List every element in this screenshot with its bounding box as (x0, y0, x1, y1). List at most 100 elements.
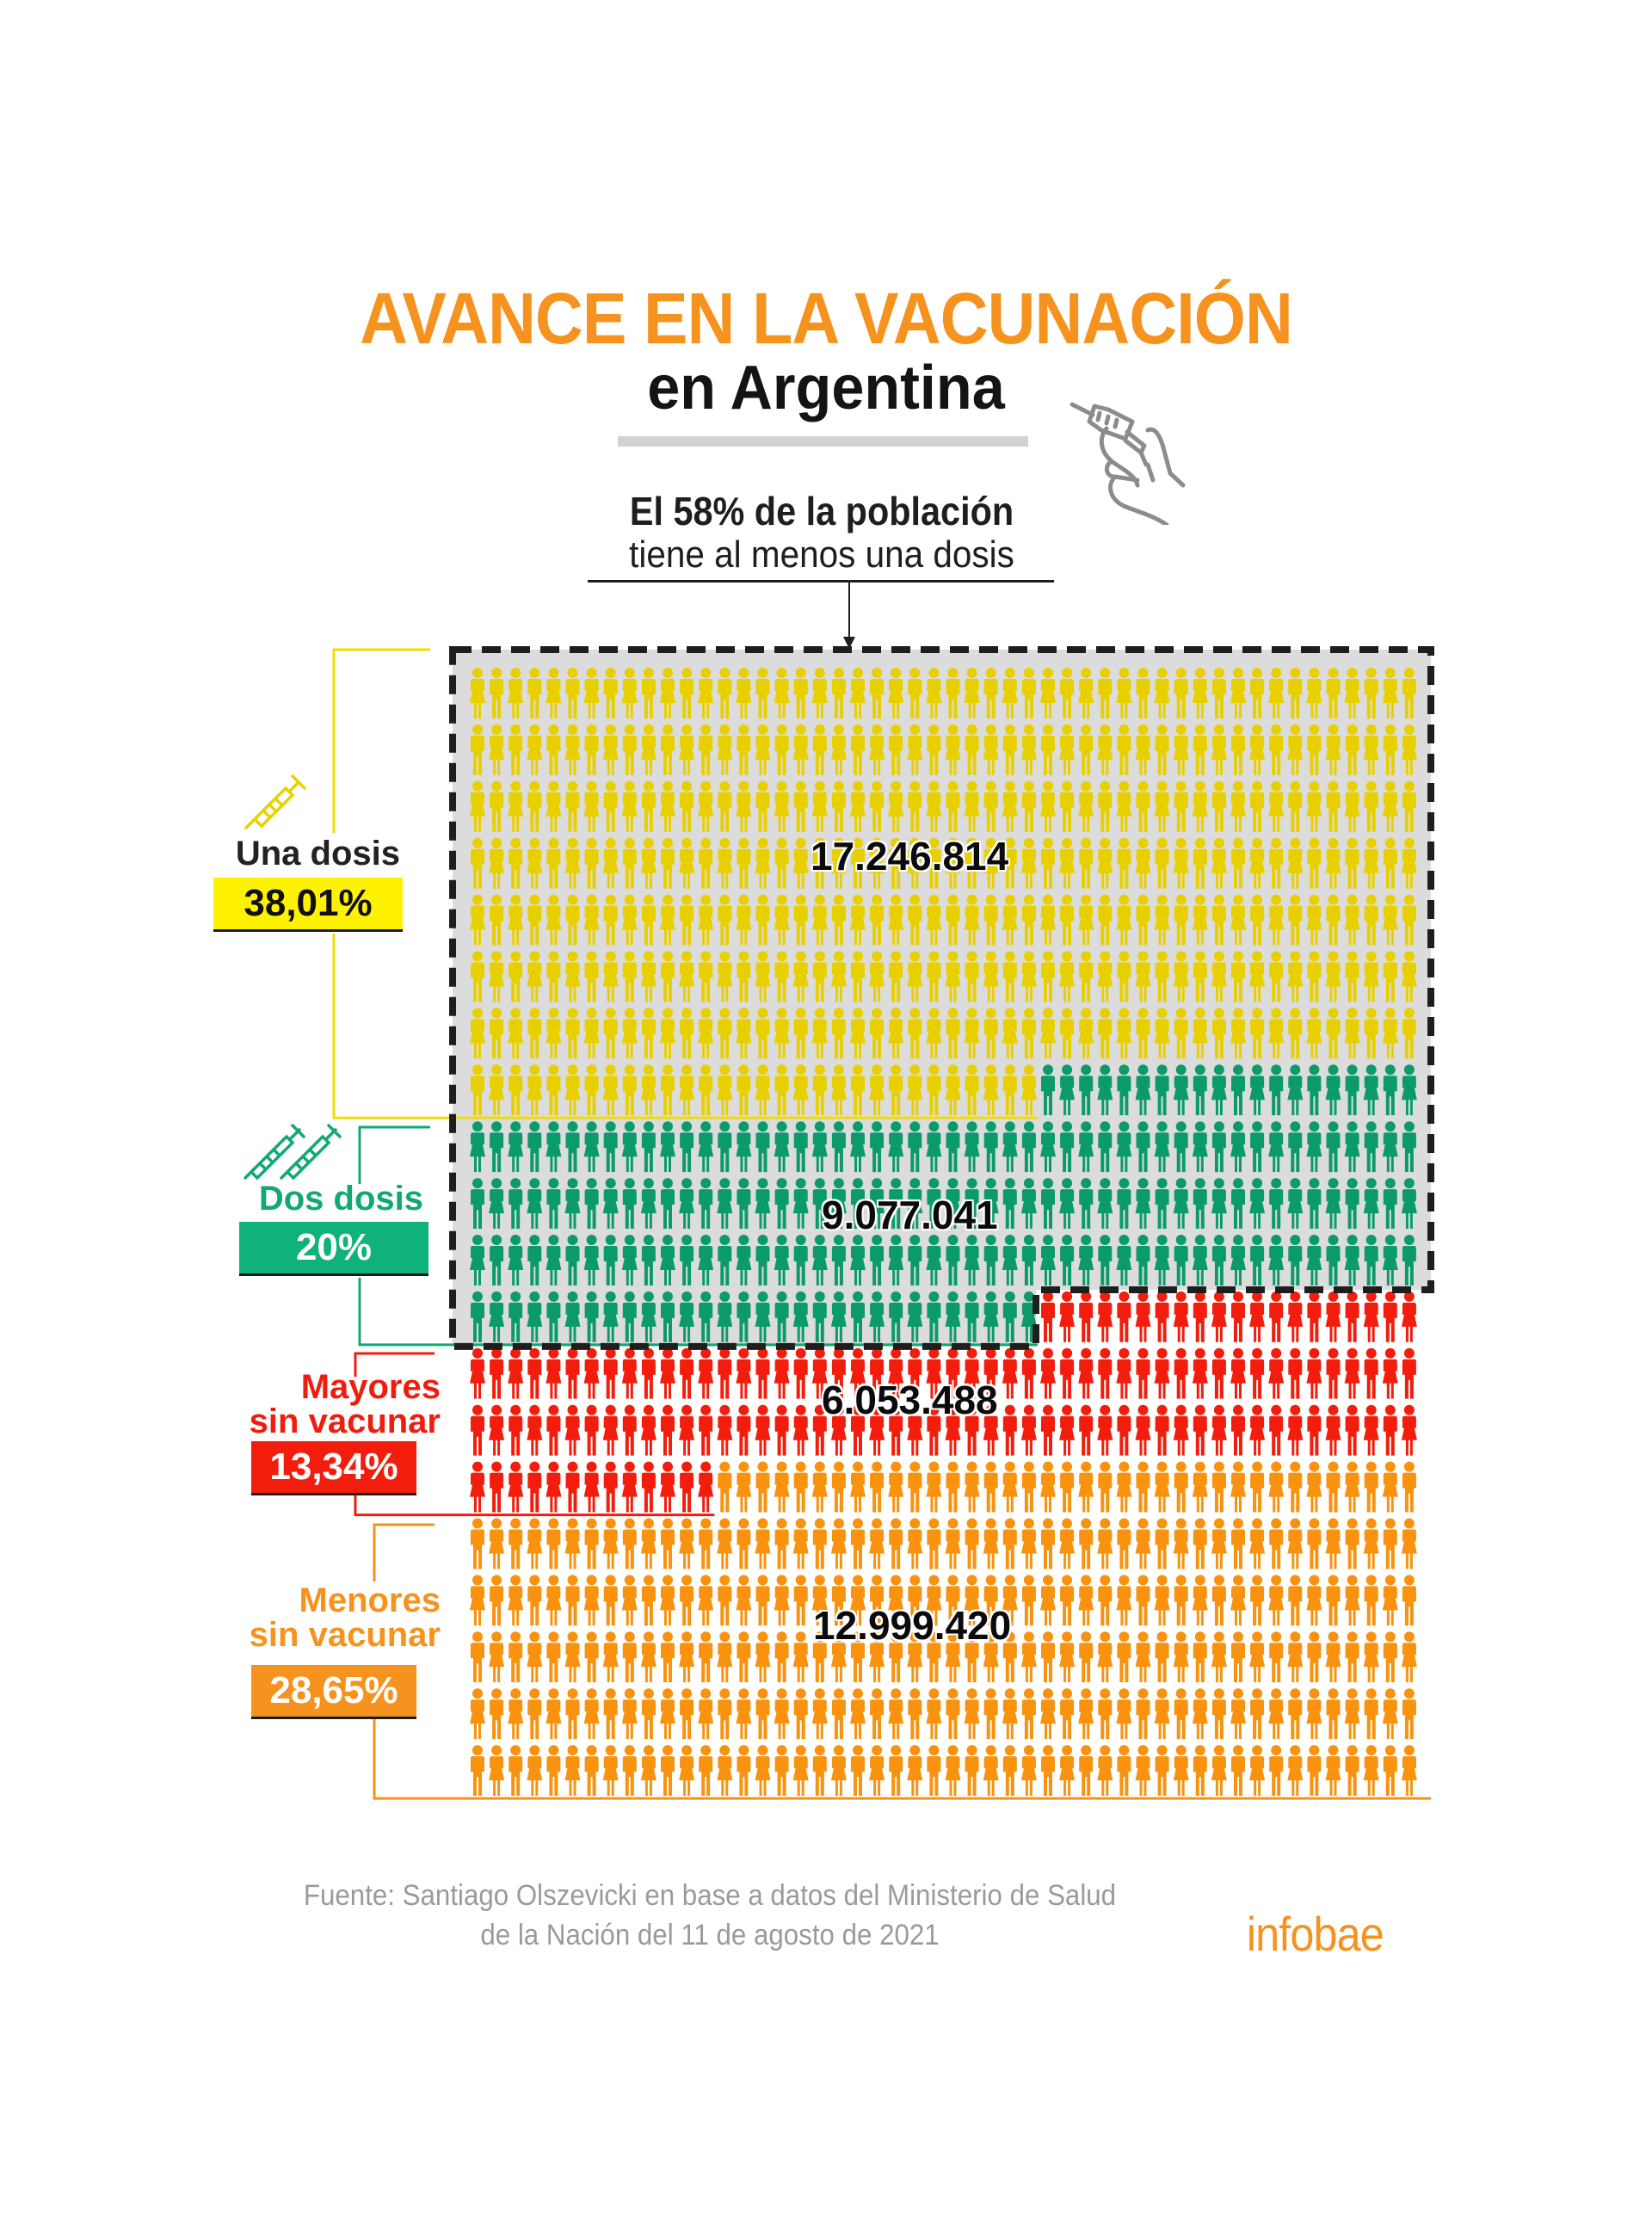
person-figure-menores-sin-vacunar (888, 1461, 904, 1513)
person-figure-menores-sin-vacunar (1287, 1631, 1304, 1683)
person-figure-menores-sin-vacunar (717, 1631, 733, 1683)
person-figure-menores-sin-vacunar (755, 1518, 771, 1569)
person-figure-menores-sin-vacunar (1173, 1745, 1189, 1797)
person-figure-mayores-sin-vacunar (1040, 1347, 1056, 1399)
person-figure-menores-sin-vacunar (1041, 1518, 1055, 1569)
person-figure-menores-sin-vacunar (1059, 1745, 1076, 1797)
person-figure-menores-sin-vacunar (1002, 1461, 1018, 1513)
person-figure-menores-sin-vacunar (1060, 1575, 1075, 1626)
person-figure-mayores-sin-vacunar (1059, 1291, 1076, 1342)
person-figure-menores-sin-vacunar (1193, 1631, 1207, 1683)
person-figure-menores-sin-vacunar (1250, 1575, 1265, 1626)
person-figure-mayores-sin-vacunar (680, 1461, 694, 1513)
person-figure-menores-sin-vacunar (602, 1631, 619, 1683)
person-figure-mayores-sin-vacunar (470, 1461, 485, 1513)
person-figure-menores-sin-vacunar (717, 1745, 733, 1797)
person-figure-menores-sin-vacunar (1268, 1688, 1285, 1740)
person-figure-mayores-sin-vacunar (603, 1461, 618, 1513)
person-figure-menores-sin-vacunar (1117, 1745, 1131, 1797)
person-figure-menores-sin-vacunar (755, 1745, 771, 1797)
person-figure-menores-sin-vacunar (1249, 1745, 1266, 1797)
pointer-arrow-line (848, 582, 850, 642)
person-figure-menores-sin-vacunar (1192, 1575, 1208, 1626)
person-figure-mayores-sin-vacunar (1173, 1291, 1189, 1342)
source-line-2: de la Nación del 11 de agosto de 2021 (480, 1919, 940, 1951)
person-figure-menores-sin-vacunar (1174, 1688, 1188, 1740)
person-figure-menores-sin-vacunar (661, 1518, 675, 1569)
person-figure-mayores-sin-vacunar (546, 1347, 562, 1399)
person-figure-mayores-sin-vacunar (527, 1461, 542, 1513)
person-figure-menores-sin-vacunar (508, 1575, 524, 1626)
person-figure-mayores-sin-vacunar (661, 1404, 675, 1456)
person-figure-menores-sin-vacunar (983, 1745, 999, 1797)
person-figure-menores-sin-vacunar (830, 1745, 847, 1797)
person-figure-menores-sin-vacunar (470, 1688, 485, 1740)
person-figure-menores-sin-vacunar (1154, 1575, 1170, 1626)
person-figure-mayores-sin-vacunar (737, 1404, 751, 1456)
value-label-mayores: 6.053.488 (822, 1378, 998, 1422)
person-figure-menores-sin-vacunar (1230, 1461, 1246, 1513)
person-figure-menores-sin-vacunar (679, 1631, 695, 1683)
person-figure-menores-sin-vacunar (1135, 1518, 1151, 1569)
person-figure-mayores-sin-vacunar (1230, 1347, 1246, 1399)
person-figure-menores-sin-vacunar (718, 1461, 732, 1513)
person-figure-menores-sin-vacunar (1344, 1575, 1360, 1626)
person-figure-menores-sin-vacunar (641, 1688, 656, 1740)
person-figure-menores-sin-vacunar (546, 1631, 561, 1683)
person-figure-mayores-sin-vacunar (1307, 1404, 1322, 1456)
person-figure-menores-sin-vacunar (792, 1518, 809, 1569)
person-figure-menores-sin-vacunar (774, 1575, 790, 1626)
person-figure-mayores-sin-vacunar (1193, 1404, 1207, 1456)
person-figure-mayores-sin-vacunar (1288, 1347, 1303, 1399)
person-figure-menores-sin-vacunar (1021, 1461, 1036, 1513)
person-figure-mayores-sin-vacunar (1002, 1347, 1018, 1399)
person-figure-mayores-sin-vacunar (1021, 1347, 1036, 1399)
person-figure-mayores-sin-vacunar (490, 1347, 504, 1399)
person-figure-menores-sin-vacunar (565, 1688, 580, 1740)
person-figure-mayores-sin-vacunar (584, 1404, 599, 1456)
category-label-una-dosis: Una dosis (235, 835, 400, 872)
person-figure-menores-sin-vacunar (1079, 1745, 1094, 1797)
arrow-down-icon (843, 637, 855, 649)
person-figure-menores-sin-vacunar (583, 1575, 600, 1626)
person-figure-menores-sin-vacunar (1363, 1518, 1379, 1569)
chart-subtitle: en Argentina (647, 354, 1005, 422)
person-figure-mayores-sin-vacunar (490, 1461, 504, 1513)
person-figure-menores-sin-vacunar (1193, 1745, 1207, 1797)
person-figure-menores-sin-vacunar (736, 1461, 752, 1513)
person-figure-mayores-sin-vacunar (698, 1461, 714, 1513)
person-figure-mayores-sin-vacunar (509, 1404, 523, 1456)
person-figure-mayores-sin-vacunar (1326, 1347, 1341, 1399)
person-figure-menores-sin-vacunar (1021, 1688, 1036, 1740)
person-figure-menores-sin-vacunar (793, 1688, 808, 1740)
person-figure-menores-sin-vacunar (1288, 1688, 1303, 1740)
person-figure-menores-sin-vacunar (1402, 1688, 1416, 1740)
person-figure-menores-sin-vacunar (679, 1745, 695, 1797)
person-figure-mayores-sin-vacunar (1345, 1291, 1359, 1342)
person-figure-menores-sin-vacunar (1020, 1518, 1037, 1569)
person-figure-mayores-sin-vacunar (565, 1461, 580, 1513)
person-figure-menores-sin-vacunar (546, 1518, 561, 1569)
person-figure-menores-sin-vacunar (1401, 1518, 1417, 1569)
person-figure-menores-sin-vacunar (1383, 1631, 1397, 1683)
hand-syringe-icon (1069, 402, 1186, 525)
value-label-dos-dosis: 9.077.041 (822, 1193, 998, 1237)
person-figure-mayores-sin-vacunar (1364, 1347, 1378, 1399)
person-figure-menores-sin-vacunar (1117, 1631, 1131, 1683)
person-figure-menores-sin-vacunar (1345, 1631, 1359, 1683)
person-figure-menores-sin-vacunar (640, 1518, 656, 1569)
person-figure-menores-sin-vacunar (983, 1688, 998, 1740)
bracket-top-una-dosis (332, 648, 430, 833)
person-figure-menores-sin-vacunar (1002, 1688, 1018, 1740)
person-figure-mayores-sin-vacunar (1325, 1404, 1341, 1456)
person-figure-menores-sin-vacunar (1288, 1461, 1303, 1513)
headline-regular: tiene al menos una dosis (629, 533, 1014, 576)
person-figure-menores-sin-vacunar (926, 1461, 942, 1513)
person-figure-menores-sin-vacunar (1002, 1518, 1017, 1569)
person-figure-menores-sin-vacunar (509, 1518, 523, 1569)
person-figure-menores-sin-vacunar (755, 1461, 770, 1513)
person-figure-menores-sin-vacunar (1117, 1518, 1131, 1569)
person-figure-menores-sin-vacunar (699, 1631, 713, 1683)
person-figure-mayores-sin-vacunar (508, 1347, 524, 1399)
person-figure-menores-sin-vacunar (907, 1518, 923, 1569)
